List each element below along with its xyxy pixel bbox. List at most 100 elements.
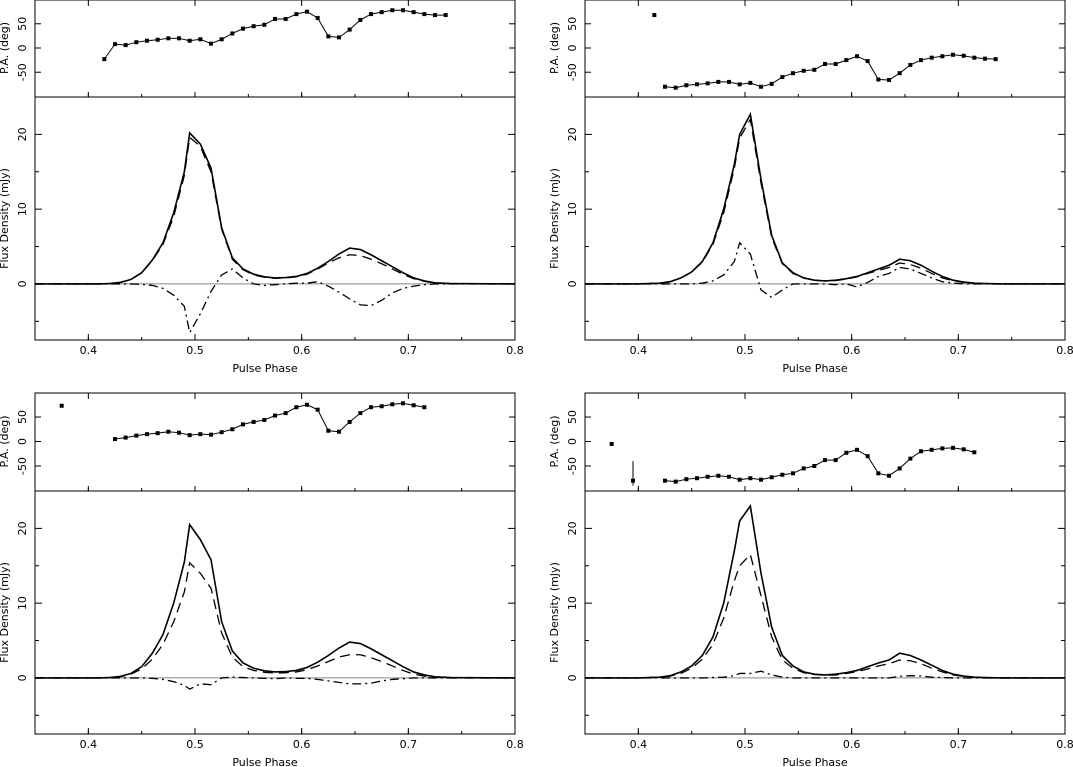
pa-point (844, 450, 849, 455)
flux-axis-label: Flux Density (mJy) (0, 168, 11, 269)
flux-series-dash-dot (35, 268, 515, 335)
pa-point (209, 432, 213, 437)
pa-point (219, 430, 224, 435)
pa-point (929, 55, 934, 60)
pa-point (443, 13, 448, 18)
pa-point (876, 471, 881, 476)
pa-point (411, 10, 416, 15)
panel-frame (584, 392, 1066, 735)
flux-tick-label: 20 (566, 521, 579, 535)
pa-point (833, 61, 838, 66)
pa-point (198, 432, 203, 437)
pa-point (812, 67, 817, 72)
pa-point (748, 476, 753, 481)
pa-point (230, 31, 235, 36)
flux-series-solid (35, 522, 516, 679)
pa-tick-label: 0 (566, 45, 579, 52)
pa-point (187, 433, 192, 438)
pa-point (358, 411, 363, 416)
pa-point (123, 43, 128, 48)
pa-point (379, 404, 384, 409)
pa-point (737, 477, 742, 482)
pa-point (716, 473, 721, 478)
pa-point (433, 13, 437, 18)
pa-tick-label: 50 (566, 17, 579, 31)
pa-point (251, 24, 256, 29)
pa-tick-label: -50 (566, 457, 579, 475)
pa-point (801, 466, 806, 471)
pa-point (198, 37, 203, 42)
pa-point (134, 40, 139, 45)
pa-point (273, 413, 277, 418)
pa-axis-label: P.A. (deg) (0, 22, 11, 74)
pa-point (727, 79, 731, 84)
pa-point (390, 402, 395, 407)
pa-point (823, 61, 827, 66)
flux-series-dashed (585, 553, 1065, 679)
pa-point (684, 477, 689, 482)
pa-point (411, 403, 416, 408)
pa-point (123, 435, 128, 440)
pa-point (791, 71, 795, 76)
flux-tick-label: 20 (16, 521, 29, 535)
pa-axis-label: P.A. (deg) (548, 22, 561, 74)
pa-point (887, 77, 891, 82)
pa-point (230, 427, 235, 432)
pa-point (919, 449, 923, 454)
pa-point (887, 473, 891, 478)
pa-point (876, 77, 881, 82)
flux-series-dashed (585, 117, 1065, 285)
flux-tick-label: 10 (566, 596, 579, 610)
pa-point (422, 405, 427, 410)
pa-point (422, 12, 427, 17)
x-axis-label: Pulse Phase (782, 756, 848, 767)
pa-point (823, 458, 827, 463)
pa-point (812, 463, 817, 468)
pa-point (695, 82, 699, 87)
panel-frame (34, 0, 516, 341)
pa-point (283, 411, 288, 416)
pa-point (897, 71, 902, 76)
pa-point (801, 68, 806, 73)
pa-point (379, 10, 384, 15)
x-tick-label: 0.7 (400, 344, 418, 357)
pa-tick-label: 50 (16, 17, 29, 31)
pa-point (347, 419, 352, 424)
x-axis-label: Pulse Phase (232, 756, 298, 767)
panel-frame (584, 0, 1066, 341)
pa-tick-label: 0 (566, 438, 579, 445)
x-tick-label: 0.4 (630, 344, 648, 357)
pa-point (187, 38, 192, 43)
flux-series-dash-dot (585, 670, 1065, 679)
pa-point (369, 405, 373, 410)
pa-point (844, 58, 849, 63)
x-tick-label: 0.5 (736, 738, 754, 751)
flux-tick-label: 0 (566, 280, 579, 287)
flux-series-dashed (35, 561, 515, 679)
pa-point (347, 27, 352, 32)
pa-point (940, 446, 945, 451)
pa-tick-label: -50 (566, 63, 579, 81)
pa-point (315, 407, 320, 412)
pa-tick-label: -50 (16, 457, 29, 475)
pa-point (865, 59, 870, 64)
pa-point (855, 54, 859, 59)
pa-point (305, 402, 309, 407)
flux-tick-label: 10 (16, 596, 29, 610)
pa-point (673, 479, 678, 484)
x-tick-label: 0.5 (186, 738, 204, 751)
flux-tick-label: 10 (566, 202, 579, 216)
pa-point (166, 429, 171, 434)
chart-panel-bottom-right: 0.4 0.5 0.6 0.7 0.8 Pulse Phase -50 0 50 P.A. (de… (548, 392, 1073, 767)
pa-point (908, 62, 913, 67)
x-tick-label: 0.7 (950, 344, 968, 357)
flux-axis-label: Flux Density (mJy) (548, 562, 561, 663)
flux-axis-label: Flux Density (mJy) (548, 168, 561, 269)
flux-series-dashed (35, 136, 516, 285)
pa-point (390, 8, 395, 13)
pa-point (759, 477, 763, 482)
pa-curve (664, 54, 996, 89)
pa-tick-label: 50 (566, 410, 579, 424)
pa-point (326, 34, 331, 39)
